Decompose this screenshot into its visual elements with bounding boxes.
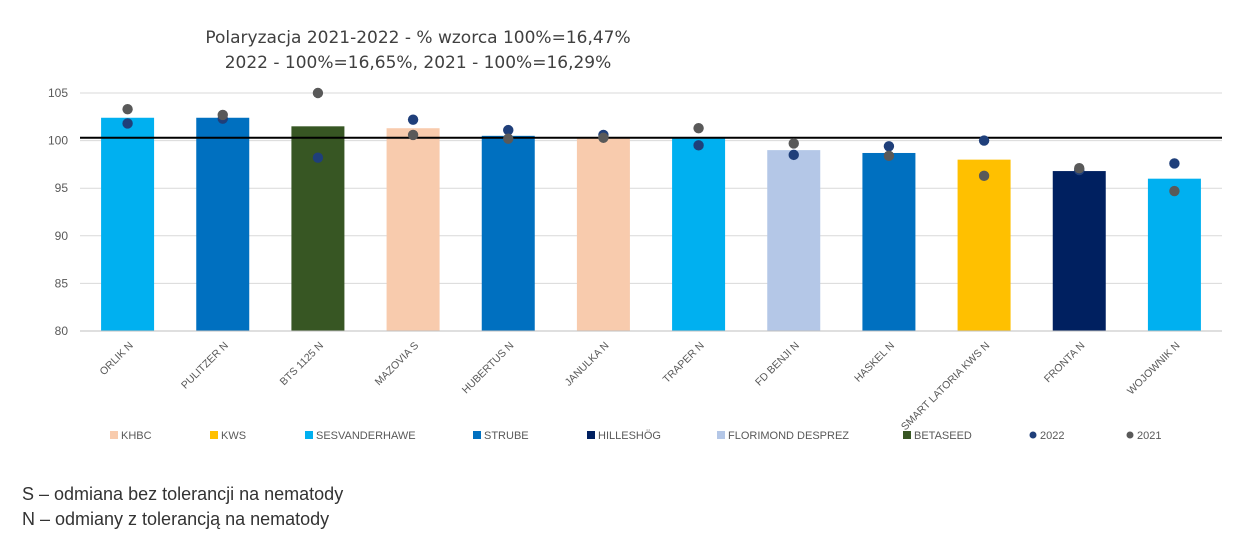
point-2021 [693, 123, 704, 134]
legend-swatch [110, 431, 118, 439]
x-tick-label: SMART LATORIA KWS N [899, 340, 992, 433]
legend-label: 2021 [1137, 430, 1161, 442]
point-2022 [503, 124, 514, 136]
legend-dot [1029, 431, 1037, 439]
bar [1147, 178, 1201, 331]
point-2022 [312, 152, 324, 163]
point-2021 [883, 150, 895, 162]
x-tick-label: PULITZER N [179, 340, 231, 392]
legend-swatch [903, 431, 911, 439]
y-tick-label: 105 [48, 86, 68, 100]
point-2021 [1169, 185, 1180, 197]
x-axis: ORLIK N PULITZER N BTS 1125 N MAZOVIA S HUBE… [80, 330, 1222, 433]
legend-swatch [587, 431, 595, 439]
points [122, 87, 1180, 197]
point-2021 [788, 138, 799, 149]
chart-title-line-2: 2022 - 100%=16,65%, 2021 - 100%=16,29% [225, 53, 612, 73]
gridlines [80, 92, 1222, 332]
y-tick-label: 95 [55, 181, 69, 195]
point-2021 [598, 132, 609, 143]
y-tick-label: 85 [55, 276, 69, 290]
legend-label: HILLESHÖG [598, 430, 661, 442]
point-2022 [693, 140, 704, 151]
point-2021 [978, 170, 990, 182]
point-2021 [312, 87, 324, 99]
x-tick-label: HASKEL N [852, 340, 897, 385]
point-2021 [503, 133, 514, 144]
y-tick-label: 80 [55, 324, 69, 338]
legend-swatch [717, 431, 725, 439]
legend: KHBC KWS SESVANDERHAWE STRUBE HILLESHÖG FLORI… [110, 430, 1161, 442]
bar [862, 152, 916, 331]
y-tick-label: 90 [55, 229, 69, 243]
bar [1052, 171, 1106, 331]
x-tick-label: JANULKA N [563, 340, 612, 389]
legend-label: FLORIMOND DESPREZ [728, 430, 849, 442]
point-2022 [788, 149, 799, 161]
x-tick-label: HUBERTUS N [460, 340, 517, 397]
bar [101, 117, 155, 331]
x-tick-label: MAZOVIA S [373, 340, 422, 389]
bar-chart: Polaryzacja 2021-2022 - % wzorca 100%=16… [48, 28, 1222, 442]
legend-label: SESVANDERHAWE [316, 430, 416, 442]
legend-label: KWS [221, 430, 246, 442]
legend-label: 2022 [1040, 430, 1064, 442]
chart-title: Polaryzacja 2021-2022 - % wzorca 100%=16… [205, 28, 630, 73]
x-tick-label: ORLIK N [98, 340, 136, 378]
x-tick-label: TRAPER N [661, 340, 707, 386]
legend-swatch [305, 431, 313, 439]
point-2022 [883, 141, 895, 152]
bar [386, 128, 440, 331]
point-2021 [217, 109, 228, 121]
legend-label: KHBC [121, 430, 152, 442]
point-2022 [407, 114, 419, 125]
bar [957, 159, 1011, 331]
y-tick-label: 100 [48, 134, 68, 148]
x-tick-label: FD BENJI N [753, 340, 802, 389]
legend-swatch [210, 431, 218, 439]
note-n: N – odmiany z tolerancją na nematody [22, 509, 330, 529]
chart-title-line-1: Polaryzacja 2021-2022 - % wzorca 100%=16… [205, 28, 630, 48]
legend-label: BETASEED [914, 430, 972, 442]
x-tick-label: WOJOWNIK N [1125, 340, 1183, 398]
point-2021 [122, 103, 133, 115]
point-2022 [1169, 158, 1180, 169]
legend-dot [1126, 431, 1134, 439]
legend-swatch [473, 431, 481, 439]
legend-label: STRUBE [484, 430, 529, 442]
x-tick-label: BTS 1125 N [278, 340, 326, 388]
point-2021 [407, 129, 419, 141]
bar [576, 137, 630, 331]
bars [101, 117, 1201, 331]
point-2022 [978, 135, 990, 146]
y-axis: 80 85 90 95 100 105 [48, 86, 68, 338]
bar [481, 135, 535, 331]
bar [196, 117, 250, 331]
note-s: S – odmiana bez tolerancji na nematody [22, 484, 344, 504]
point-2021 [1074, 163, 1085, 174]
point-2022 [122, 118, 133, 129]
bar [767, 150, 821, 331]
x-tick-label: FRONTA N [1042, 340, 1087, 385]
bar [672, 137, 726, 331]
